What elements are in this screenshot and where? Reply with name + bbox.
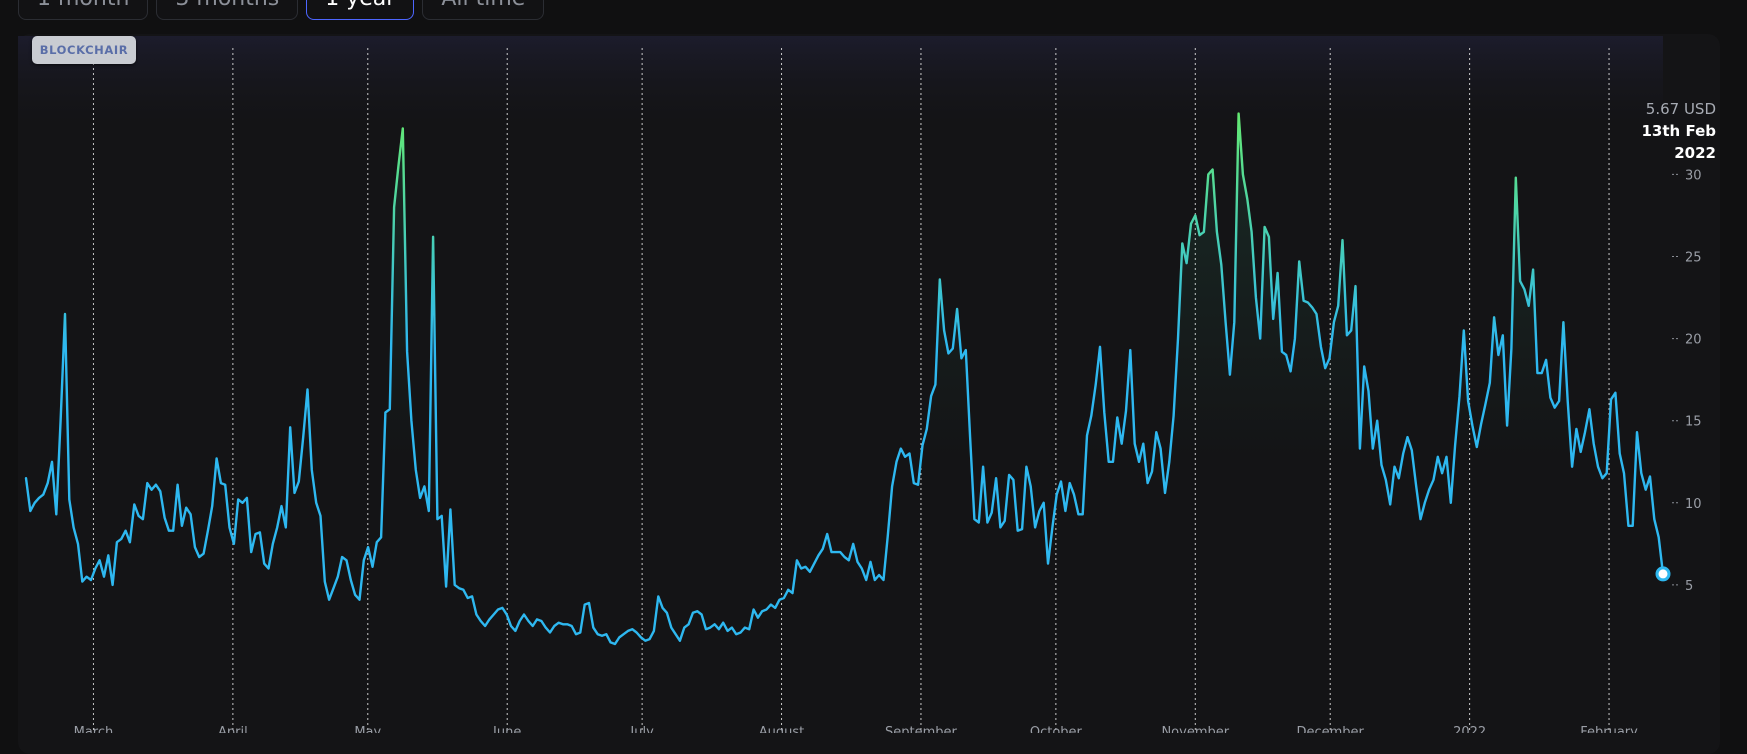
y-tick-label: 30 <box>1685 168 1702 183</box>
x-tick-label: August <box>759 725 805 733</box>
range-tabs: 1 month 3 months 1 year All time <box>18 0 545 20</box>
y-tick-label: 5 <box>1685 579 1693 594</box>
y-tick-label: 25 <box>1685 251 1702 266</box>
x-tick-label: June <box>492 725 521 733</box>
tab-1-year[interactable]: 1 year <box>306 0 415 20</box>
x-tick-label: November <box>1161 725 1229 733</box>
x-tick-label: 2022 <box>1453 725 1486 733</box>
area-fill <box>26 113 1663 721</box>
y-tick-label: 15 <box>1685 415 1702 430</box>
tab-3-months[interactable]: 3 months <box>156 0 299 20</box>
tab-1-month[interactable]: 1 month <box>18 0 149 20</box>
tooltip-date: 13th Feb 2022 <box>1641 122 1717 162</box>
y-tick-label: 10 <box>1685 497 1702 512</box>
x-tick-label: April <box>218 725 248 733</box>
tooltip: 5.67 USD 13th Feb 2022 <box>1602 98 1717 164</box>
hover-point-marker <box>1655 566 1671 582</box>
x-tick-label: September <box>885 725 958 733</box>
x-tick-label: February <box>1580 725 1638 733</box>
x-tick-label: December <box>1296 725 1364 733</box>
plot-top-glow <box>18 36 1663 136</box>
tooltip-value: 5.67 USD <box>1645 100 1716 118</box>
x-tick-label: October <box>1030 725 1083 733</box>
y-tick-label: 20 <box>1685 333 1702 348</box>
brand-logo: BLOCKCHAIR <box>32 36 136 64</box>
line-chart[interactable]: 5 10 15 20 25 30 March April May June July August S… <box>0 0 1747 733</box>
x-tick-label: July <box>629 725 654 733</box>
tab-all-time[interactable]: All time <box>422 0 545 20</box>
series-line <box>24 112 1665 646</box>
x-tick-label: March <box>74 725 114 733</box>
x-tick-label: May <box>354 725 381 733</box>
